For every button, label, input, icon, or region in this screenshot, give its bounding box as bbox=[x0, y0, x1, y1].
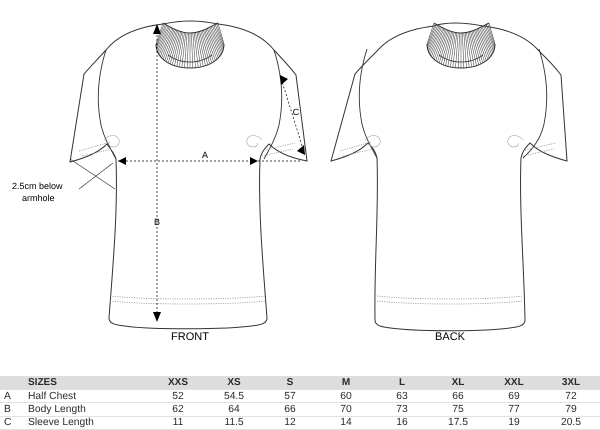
svg-text:C: C bbox=[293, 107, 300, 117]
svg-text:FRONT: FRONT bbox=[171, 331, 209, 343]
svg-text:A: A bbox=[202, 150, 208, 160]
svg-text:B: B bbox=[154, 217, 160, 227]
svg-text:armhole: armhole bbox=[22, 193, 55, 203]
svg-text:BACK: BACK bbox=[435, 331, 466, 343]
svg-text:2.5cm below: 2.5cm below bbox=[12, 181, 63, 191]
